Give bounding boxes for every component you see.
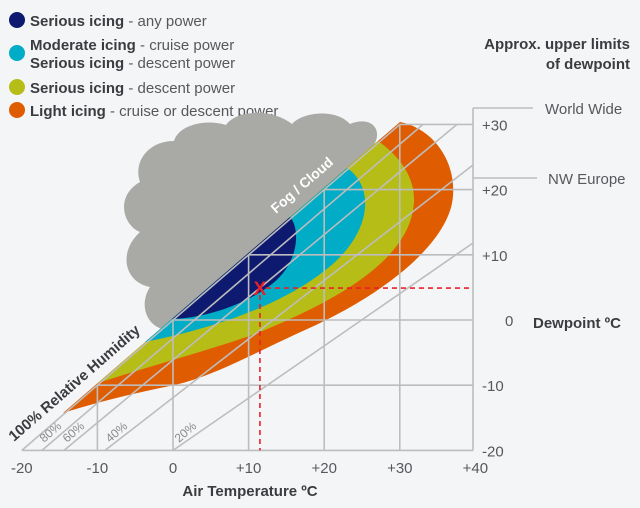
legend-swatch-moderate bbox=[9, 45, 25, 61]
x-tick-label: 0 bbox=[169, 460, 177, 477]
grid bbox=[21, 107, 537, 452]
saturation-line bbox=[21, 123, 401, 452]
x-tick-label: +40 bbox=[463, 460, 488, 477]
fog-cloud-shape bbox=[124, 112, 378, 329]
legend-label: Light icing bbox=[30, 103, 106, 120]
legend-desc: - any power bbox=[124, 13, 207, 30]
y-tick-label: +10 bbox=[482, 248, 507, 265]
upper-limits-title: of dewpoint bbox=[546, 56, 630, 73]
rh-line-40 bbox=[104, 164, 474, 452]
legend-label: Serious icing bbox=[30, 13, 124, 30]
rh-label-60: 60% bbox=[60, 419, 88, 446]
y-tick-label: -10 bbox=[482, 378, 504, 395]
world-wide-label: World Wide bbox=[545, 101, 622, 118]
y-tick-label: 0 bbox=[505, 313, 513, 330]
legend-label: Serious icing bbox=[30, 80, 124, 97]
rh-line-60 bbox=[63, 123, 458, 452]
y-tick-label: -20 bbox=[482, 443, 504, 460]
legend-desc: - descent power bbox=[124, 55, 235, 72]
legend-label: Serious icing bbox=[30, 55, 124, 72]
upper-limits-title: Approx. upper limits bbox=[484, 36, 630, 53]
x-tick-label: +20 bbox=[311, 460, 336, 477]
rh-line-20 bbox=[172, 242, 474, 452]
y-axis-label: Dewpoint ºC bbox=[533, 315, 621, 332]
legend-swatch-serious-descent bbox=[9, 79, 25, 95]
x-tick-label: -10 bbox=[87, 460, 109, 477]
x-tick-label: +10 bbox=[236, 460, 261, 477]
example-marker: X bbox=[254, 279, 473, 451]
svg-text:Serious icing - descent power: Serious icing - descent power bbox=[30, 80, 235, 97]
legend-desc: - descent power bbox=[124, 80, 235, 97]
legend-desc: - cruise or descent power bbox=[106, 103, 279, 120]
legend-swatch-serious-any bbox=[9, 12, 25, 28]
x-axis-label: Air Temperature ºC bbox=[182, 483, 317, 500]
svg-text:Serious icing - descent power: Serious icing - descent power bbox=[30, 55, 235, 72]
legend-desc: - cruise power bbox=[136, 37, 234, 54]
rh-line-80 bbox=[41, 123, 424, 452]
x-tick-label: -20 bbox=[11, 460, 33, 477]
legend: Serious icing - any power Moderate icing… bbox=[9, 12, 278, 120]
svg-text:Moderate icing - cruise power: Moderate icing - cruise power bbox=[30, 37, 234, 54]
legend-swatch-light bbox=[9, 102, 25, 118]
axis-ticks: -20 -10 0 +10 +20 +30 +40 +30 +20 +10 0 -10 -20 World… bbox=[11, 101, 626, 477]
y-tick-label: +30 bbox=[482, 117, 507, 134]
legend-label: Moderate icing bbox=[30, 37, 136, 54]
nw-europe-label: NW Europe bbox=[548, 171, 626, 188]
marker-x-icon: X bbox=[254, 279, 267, 300]
svg-text:Serious icing - any power: Serious icing - any power bbox=[30, 13, 207, 30]
x-tick-label: +30 bbox=[387, 460, 412, 477]
svg-text:Light icing - cruise or descen: Light icing - cruise or descent power bbox=[30, 103, 278, 120]
y-tick-label: +20 bbox=[482, 183, 507, 200]
